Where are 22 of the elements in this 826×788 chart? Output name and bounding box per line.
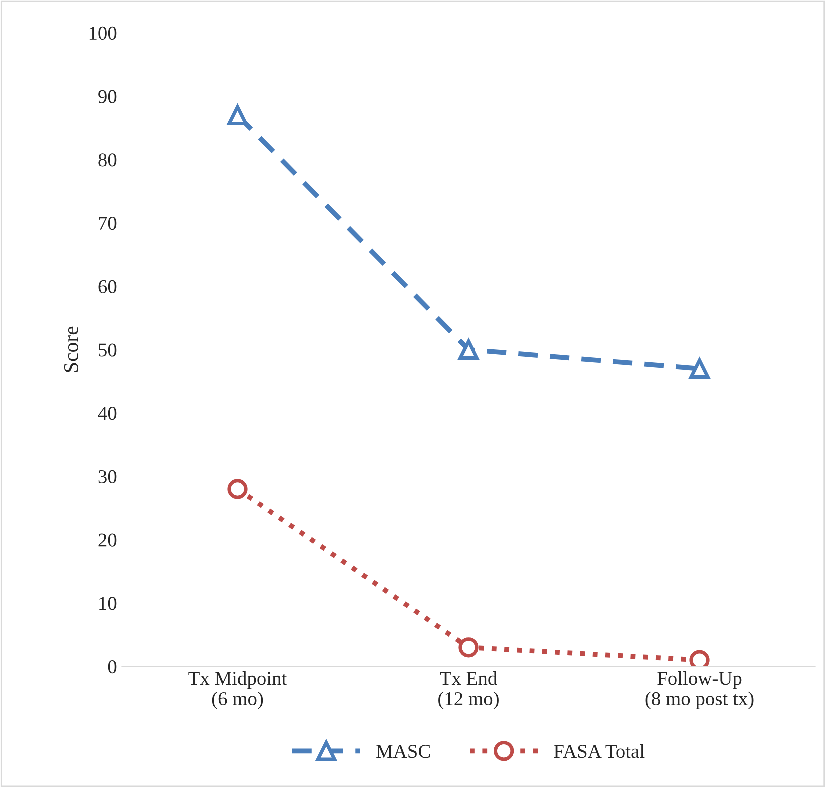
y-tick-label: 90 xyxy=(98,90,117,104)
y-tick-label: 50 xyxy=(99,344,117,357)
x-tick-label: Tx Midpoint (6 mo) xyxy=(188,672,288,710)
y-tick-label: 40 xyxy=(98,407,117,420)
x-tick-label: Tx End (12 mo) xyxy=(438,672,499,710)
point xyxy=(228,479,248,500)
y-tick-label: 70 xyxy=(99,216,117,230)
y-axis-title: Score xyxy=(64,326,78,372)
x-tick-label: Follow-Up (8 mo post tx) xyxy=(646,672,754,710)
point xyxy=(458,638,479,658)
legend-label: MASC xyxy=(376,745,430,758)
y-tick-label: 10 xyxy=(100,597,117,610)
y-tick-label: 20 xyxy=(98,534,117,547)
point xyxy=(458,340,479,360)
y-tick-label: 0 xyxy=(108,660,117,674)
y-tick-label: 60 xyxy=(98,280,117,294)
point xyxy=(228,105,248,126)
legend-label: FASA Total xyxy=(554,744,645,758)
y-tick-label: 100 xyxy=(90,26,117,40)
point xyxy=(690,358,710,379)
y-tick-label: 80 xyxy=(98,154,117,167)
y-tick-label: 30 xyxy=(98,470,117,484)
